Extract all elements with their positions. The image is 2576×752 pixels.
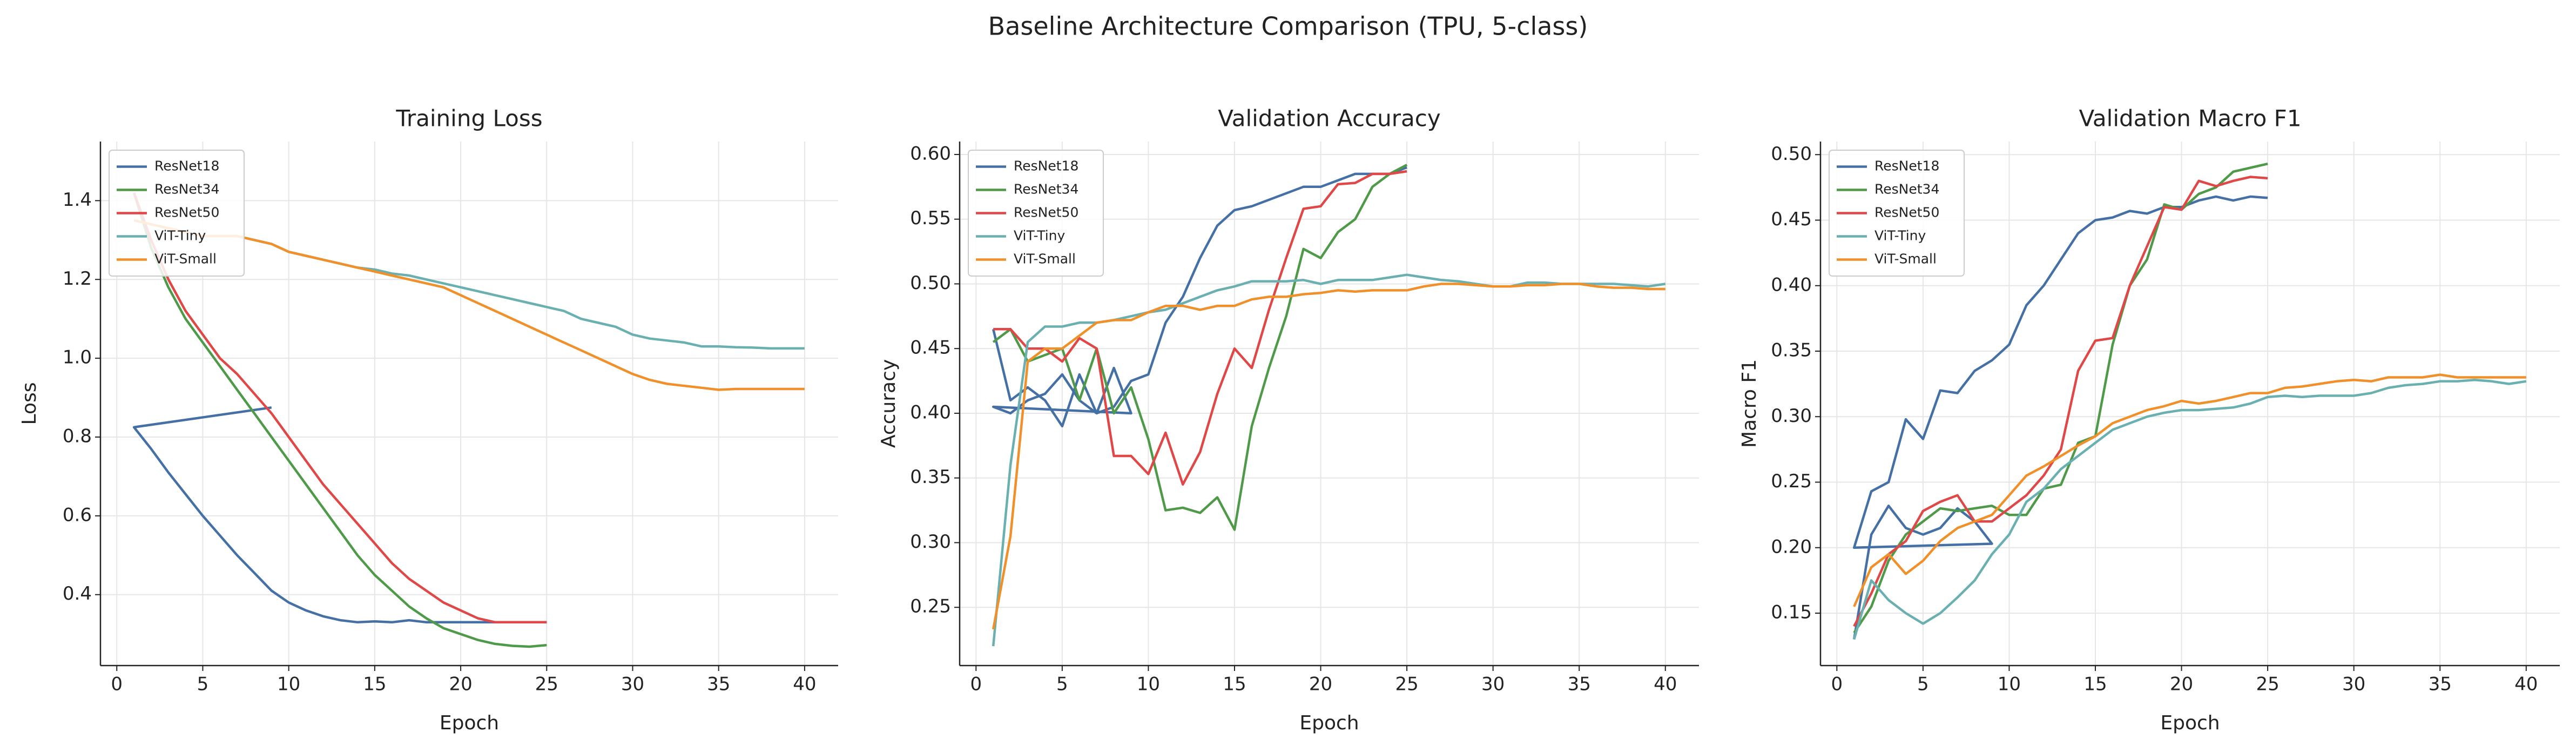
- y-axis-label: Loss: [18, 382, 41, 425]
- axes-title: Training Loss: [395, 105, 542, 132]
- x-tick-label: 0: [1831, 674, 1843, 695]
- legend-label: ResNet50: [154, 205, 219, 220]
- legend-label: ViT-Small: [1014, 251, 1076, 267]
- series-line: [1853, 163, 2268, 634]
- x-axis-label: Epoch: [440, 712, 499, 734]
- x-tick-label: 5: [1056, 674, 1068, 695]
- y-tick-label: 0.4: [63, 583, 92, 605]
- y-axis-label: Accuracy: [878, 359, 900, 448]
- y-tick-label: 1.2: [63, 268, 92, 290]
- legend-label: ResNet50: [1874, 205, 1939, 220]
- x-tick-label: 25: [535, 674, 558, 695]
- legend-label: ResNet34: [1874, 182, 1939, 197]
- legend-label: ResNet18: [1014, 158, 1078, 174]
- x-tick-label: 35: [707, 674, 730, 695]
- x-tick-label: 5: [1917, 674, 1929, 695]
- x-tick-label: 0: [111, 674, 123, 695]
- y-tick-label: 0.35: [1771, 340, 1812, 361]
- y-tick-label: 0.25: [910, 596, 951, 617]
- y-tick-label: 0.45: [1771, 209, 1812, 230]
- x-tick-label: 20: [2170, 674, 2193, 695]
- y-tick-label: 0.45: [910, 337, 951, 359]
- y-tick-label: 0.30: [910, 531, 951, 553]
- y-tick-label: 0.30: [1771, 405, 1812, 427]
- legend-label: ResNet50: [1014, 205, 1078, 220]
- x-tick-label: 35: [2429, 674, 2452, 695]
- x-tick-label: 10: [1137, 674, 1160, 695]
- legend-frame: [109, 150, 245, 277]
- y-tick-label: 0.40: [910, 401, 951, 423]
- legend-label: ResNet18: [1874, 158, 1939, 174]
- series-line: [992, 166, 1407, 428]
- y-tick-label: 0.6: [63, 504, 92, 526]
- x-tick-label: 15: [2083, 674, 2107, 695]
- legend-label: ResNet34: [1014, 182, 1078, 197]
- x-tick-label: 10: [277, 674, 300, 695]
- x-tick-label: 25: [2256, 674, 2279, 695]
- x-tick-label: 0: [970, 674, 982, 695]
- y-axis-label: Macro F1: [1738, 359, 1761, 448]
- y-tick-label: 0.8: [63, 425, 92, 447]
- x-tick-label: 30: [1481, 674, 1505, 695]
- x-axis-label: Epoch: [1299, 712, 1359, 734]
- y-tick-label: 0.50: [1771, 143, 1812, 165]
- series-line: [1853, 379, 2527, 640]
- legend-label: ResNet18: [154, 158, 219, 174]
- legend-label: ViT-Tiny: [154, 228, 206, 244]
- x-tick-label: 30: [2342, 674, 2365, 695]
- x-tick-label: 15: [363, 674, 386, 695]
- legend-label: ViT-Tiny: [1874, 228, 1926, 244]
- figure-title: Baseline Architecture Comparison (TPU, 5…: [988, 12, 1588, 41]
- y-tick-label: 1.0: [63, 347, 92, 368]
- y-tick-label: 0.55: [910, 207, 951, 229]
- y-tick-label: 0.35: [910, 466, 951, 488]
- x-tick-label: 15: [1223, 674, 1246, 695]
- x-axis-label: Epoch: [2160, 712, 2220, 734]
- y-tick-label: 0.15: [1771, 602, 1812, 623]
- x-tick-label: 5: [197, 674, 209, 695]
- series-line: [992, 273, 1666, 647]
- y-tick-label: 0.25: [1771, 471, 1812, 492]
- x-tick-label: 10: [1998, 674, 2021, 695]
- x-tick-label: 35: [1568, 674, 1591, 695]
- series-line: [992, 283, 1665, 630]
- legend-label: ViT-Tiny: [1014, 228, 1065, 244]
- series-line: [133, 219, 805, 391]
- y-tick-label: 0.60: [910, 143, 951, 164]
- legend-frame: [1829, 150, 1965, 277]
- x-tick-label: 40: [793, 674, 816, 695]
- y-tick-label: 0.40: [1771, 274, 1812, 296]
- series-line: [1853, 176, 2268, 627]
- axes-title: Validation Accuracy: [1218, 105, 1441, 132]
- x-tick-label: 20: [449, 674, 472, 695]
- series-line: [132, 192, 547, 648]
- series-line: [132, 192, 547, 624]
- x-tick-label: 40: [1654, 674, 1677, 695]
- x-tick-label: 30: [621, 674, 644, 695]
- y-tick-label: 0.20: [1771, 536, 1812, 558]
- x-tick-label: 20: [1309, 674, 1332, 695]
- legend-frame: [968, 150, 1104, 277]
- y-tick-label: 1.4: [63, 189, 92, 211]
- legend-label: ViT-Small: [154, 251, 217, 267]
- series-line: [132, 406, 547, 624]
- legend-label: ResNet34: [154, 182, 219, 197]
- series-line: [993, 170, 1407, 486]
- series-line: [1853, 373, 2526, 607]
- legend-label: ViT-Small: [1874, 251, 1937, 267]
- x-tick-label: 25: [1395, 674, 1418, 695]
- y-tick-label: 0.50: [910, 272, 951, 294]
- axes-title: Validation Macro F1: [2079, 105, 2301, 132]
- x-tick-label: 40: [2514, 674, 2538, 695]
